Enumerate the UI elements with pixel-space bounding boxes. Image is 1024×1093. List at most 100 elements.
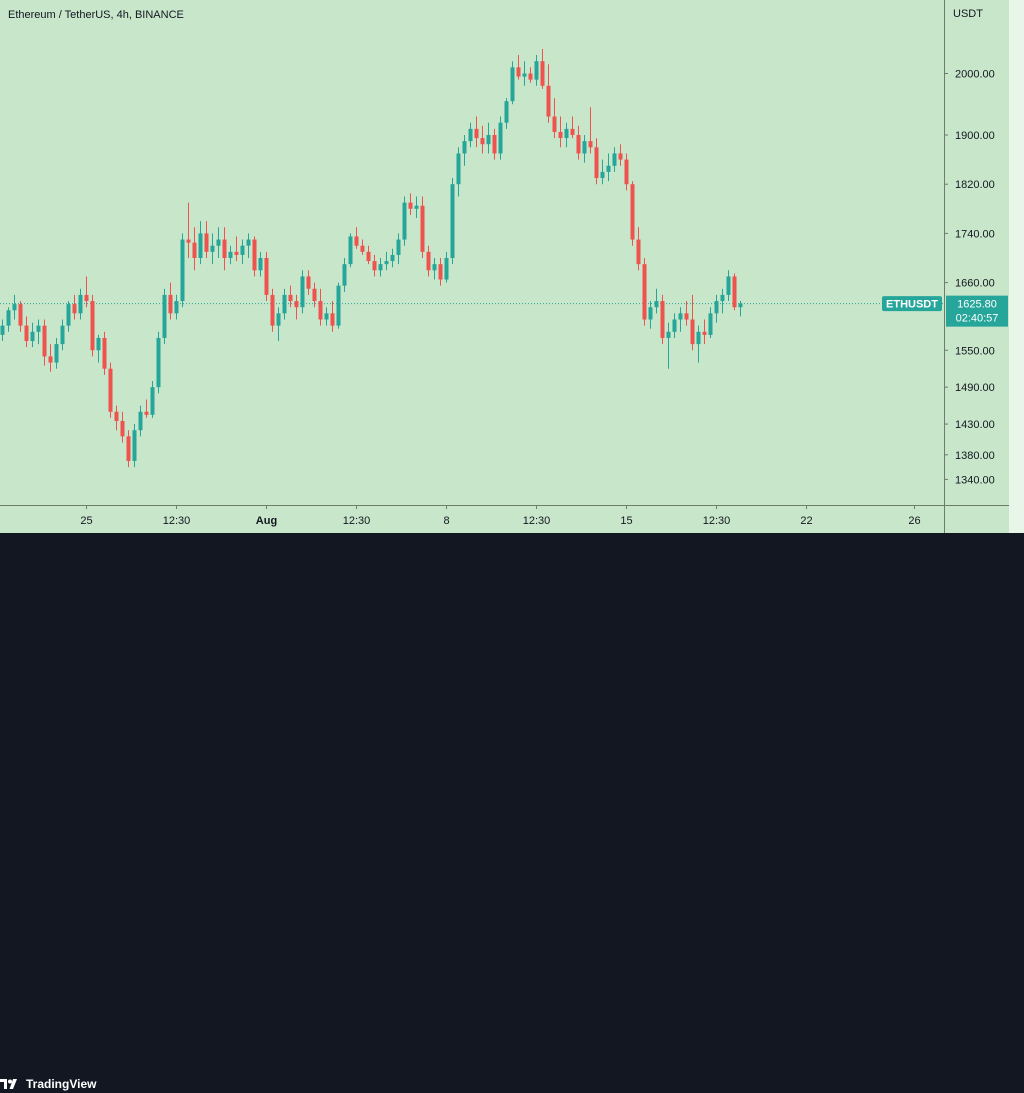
candle[interactable] xyxy=(300,270,305,314)
candle[interactable] xyxy=(456,147,461,197)
candle[interactable] xyxy=(708,307,713,338)
candle[interactable] xyxy=(600,159,605,185)
candle[interactable] xyxy=(168,282,173,320)
candle[interactable] xyxy=(630,181,635,246)
candle[interactable] xyxy=(642,258,647,326)
candle[interactable] xyxy=(162,288,167,345)
candle[interactable] xyxy=(252,236,257,277)
candle[interactable] xyxy=(438,258,443,286)
candle[interactable] xyxy=(294,294,299,320)
candle[interactable] xyxy=(696,325,701,363)
candle[interactable] xyxy=(18,301,23,332)
candle[interactable] xyxy=(582,135,587,163)
candle[interactable] xyxy=(30,322,35,348)
candle[interactable] xyxy=(480,125,485,154)
candle[interactable] xyxy=(60,319,65,351)
candle[interactable] xyxy=(258,251,263,277)
candle[interactable] xyxy=(432,258,437,280)
candle[interactable] xyxy=(234,236,239,262)
candle[interactable] xyxy=(684,301,689,326)
candle[interactable] xyxy=(144,399,149,418)
candle[interactable] xyxy=(324,307,329,326)
candle[interactable] xyxy=(606,153,611,182)
candle[interactable] xyxy=(498,116,503,160)
candle[interactable] xyxy=(72,294,77,320)
candle[interactable] xyxy=(270,288,275,332)
candle[interactable] xyxy=(6,307,11,332)
candle[interactable] xyxy=(0,319,5,342)
candle[interactable] xyxy=(276,307,281,342)
candle[interactable] xyxy=(624,153,629,191)
candle[interactable] xyxy=(138,405,143,437)
candle[interactable] xyxy=(132,424,137,468)
candle[interactable] xyxy=(732,273,737,311)
candle[interactable] xyxy=(666,322,671,369)
candle[interactable] xyxy=(576,125,581,160)
candle[interactable] xyxy=(384,251,389,271)
candle[interactable] xyxy=(720,288,725,314)
candle[interactable] xyxy=(342,258,347,292)
candle[interactable] xyxy=(180,233,185,308)
candlestick-chart[interactable]: USDT 2000.00 1900.00 1820.00 1740.00 1660.00… xyxy=(0,0,1009,533)
candle[interactable] xyxy=(528,67,533,83)
candle[interactable] xyxy=(348,233,353,268)
candle[interactable] xyxy=(672,313,677,338)
candle[interactable] xyxy=(594,138,599,185)
candle[interactable] xyxy=(408,193,413,215)
candle[interactable] xyxy=(516,55,521,80)
candle[interactable] xyxy=(186,202,191,258)
candle[interactable] xyxy=(462,135,467,166)
candle[interactable] xyxy=(306,270,311,295)
candle[interactable] xyxy=(84,276,89,308)
candle[interactable] xyxy=(330,301,335,332)
candle[interactable] xyxy=(246,233,251,258)
candle[interactable] xyxy=(564,122,569,148)
candle[interactable] xyxy=(468,122,473,148)
candle[interactable] xyxy=(546,64,551,123)
tradingview-logo[interactable]: TradingView xyxy=(0,1075,96,1093)
candle[interactable] xyxy=(570,116,575,139)
candle[interactable] xyxy=(156,331,161,394)
candle[interactable] xyxy=(228,245,233,265)
candle[interactable] xyxy=(660,294,665,345)
candle[interactable] xyxy=(66,301,71,332)
candle[interactable] xyxy=(678,307,683,332)
candle[interactable] xyxy=(396,233,401,265)
candle[interactable] xyxy=(372,254,377,277)
candle[interactable] xyxy=(12,294,17,320)
candle[interactable] xyxy=(726,270,731,302)
candle[interactable] xyxy=(288,285,293,308)
candle[interactable] xyxy=(36,319,41,345)
candle[interactable] xyxy=(318,288,323,326)
candle[interactable] xyxy=(444,251,449,283)
candle[interactable] xyxy=(414,196,419,219)
candle[interactable] xyxy=(492,128,497,160)
candle[interactable] xyxy=(510,61,515,105)
chart-pane[interactable]: USDT 2000.00 1900.00 1820.00 1740.00 1660.00… xyxy=(0,0,1009,533)
candle[interactable] xyxy=(210,233,215,265)
candle[interactable] xyxy=(552,98,557,139)
candle[interactable] xyxy=(486,122,491,154)
candle[interactable] xyxy=(522,61,527,86)
candle[interactable] xyxy=(738,301,743,317)
candle[interactable] xyxy=(504,98,509,129)
candle[interactable] xyxy=(90,294,95,357)
candle[interactable] xyxy=(690,294,695,351)
candle[interactable] xyxy=(312,282,317,308)
candle[interactable] xyxy=(378,258,383,277)
candle[interactable] xyxy=(540,48,545,89)
candle[interactable] xyxy=(648,301,653,329)
candle[interactable] xyxy=(24,316,29,348)
candle[interactable] xyxy=(588,107,593,154)
candle[interactable] xyxy=(558,116,563,148)
candle[interactable] xyxy=(534,55,539,86)
candle[interactable] xyxy=(654,288,659,314)
candle[interactable] xyxy=(174,294,179,320)
candle[interactable] xyxy=(450,178,455,265)
candle[interactable] xyxy=(354,227,359,249)
candle[interactable] xyxy=(114,405,119,431)
candle[interactable] xyxy=(426,245,431,277)
candle[interactable] xyxy=(402,196,407,246)
candle[interactable] xyxy=(360,239,365,255)
candle[interactable] xyxy=(96,334,101,363)
